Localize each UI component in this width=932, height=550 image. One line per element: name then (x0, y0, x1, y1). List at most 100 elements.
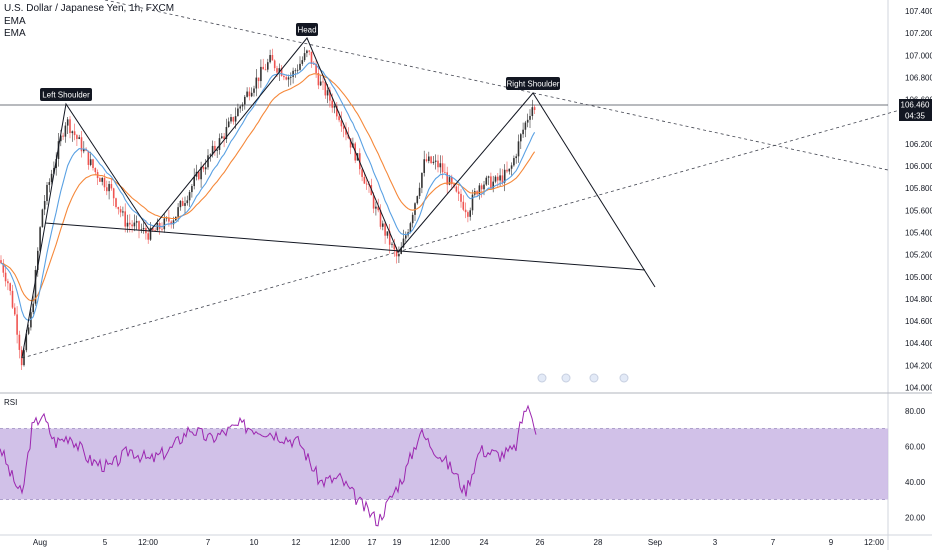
candle-body (99, 178, 101, 182)
candle-body (526, 119, 529, 123)
candle-body (418, 187, 421, 197)
candle-body (244, 96, 246, 105)
flag-icon[interactable] (537, 373, 547, 383)
candle-body (386, 231, 389, 236)
candle-body (94, 167, 97, 173)
candle-body (115, 198, 117, 208)
candle-body (188, 192, 191, 201)
head-and-shoulders-pattern[interactable] (21, 37, 656, 359)
candle-body (181, 200, 184, 206)
flag-icon[interactable] (619, 373, 629, 383)
candle-body (441, 163, 444, 173)
price-tick-3: 106.800 (905, 73, 932, 82)
rsi-tick-3: 20.00 (905, 513, 926, 522)
economic-events-icons[interactable] (537, 373, 629, 383)
candle-body (179, 200, 182, 208)
candle-body (326, 90, 329, 96)
candle-body (135, 221, 138, 223)
label-right-shoulder-text: Right Shoulder (507, 80, 560, 89)
candle-body (331, 100, 333, 108)
candle-body (313, 63, 315, 65)
candle-body (384, 223, 386, 236)
price-tick-15: 104.400 (905, 339, 932, 348)
candle-body (23, 350, 25, 366)
ema-fast-line (0, 62, 536, 322)
price-axis-ticks: 107.400107.200107.000106.800106.600106.2… (905, 7, 932, 392)
price-tick-9: 105.600 (905, 206, 932, 215)
lower-trendline[interactable] (21, 109, 901, 359)
price-tick-17: 104.000 (905, 383, 932, 392)
candle-body (501, 175, 504, 183)
label-left-shoulder[interactable]: Left Shoulder (40, 88, 92, 101)
candle-body (299, 63, 301, 70)
candle-body (193, 176, 195, 187)
label-right-shoulder[interactable]: Right Shoulder (506, 77, 560, 90)
candle-body (382, 223, 384, 227)
candle-body (322, 81, 324, 83)
price-tick-2: 107.000 (905, 51, 932, 60)
candle-body (379, 210, 382, 227)
candle-body (161, 228, 163, 230)
rsi-band (0, 428, 888, 500)
candle-body (503, 169, 506, 183)
candle-body (423, 159, 425, 173)
candle-body (319, 81, 322, 86)
price-tick-7: 106.000 (905, 162, 932, 171)
candle-body (506, 169, 508, 172)
label-head[interactable]: Head (296, 23, 318, 36)
candle-body (140, 229, 143, 231)
candle-body (198, 171, 200, 180)
candle-body (131, 224, 133, 227)
candle-body (227, 121, 230, 127)
candle-body (462, 201, 465, 210)
candle-body (43, 201, 46, 210)
upper-trendline[interactable] (104, 0, 889, 171)
candle-body (122, 211, 124, 213)
candle-body (223, 136, 225, 140)
flag-icon[interactable] (589, 373, 599, 383)
candle-body (112, 188, 115, 199)
candle-body (377, 206, 379, 211)
candle-body (365, 183, 368, 185)
time-tick-7: 17 (368, 538, 377, 547)
candle-body (152, 227, 154, 231)
candle-body (60, 135, 62, 142)
candle-body (66, 119, 69, 126)
candle-body (340, 120, 343, 127)
candle-body (317, 72, 320, 86)
candle-body (333, 105, 336, 108)
candle-body (76, 135, 78, 139)
candle-body (156, 223, 159, 231)
candle-body (214, 145, 216, 151)
candle-body (451, 177, 453, 185)
time-tick-6: 12:00 (330, 538, 351, 547)
candle-body (531, 107, 534, 117)
candle-body (41, 209, 44, 228)
countdown-text: 04:35 (905, 112, 926, 121)
price-tick-16: 104.200 (905, 361, 932, 370)
candle-body (200, 166, 202, 180)
candle-body (303, 53, 306, 61)
candle-body (119, 209, 122, 213)
candle-body (478, 185, 481, 195)
candle-body (411, 214, 414, 224)
candle-body (9, 283, 11, 291)
last-price-tag: 106.460 04:35 (899, 99, 932, 121)
candle-body (117, 207, 120, 210)
time-tick-17: 12:00 (864, 538, 885, 547)
candle-body (250, 92, 253, 97)
neckline[interactable] (44, 222, 646, 271)
candle-body (129, 222, 131, 225)
candle-body (64, 125, 67, 137)
price-tick-8: 105.800 (905, 184, 932, 193)
candle-body (138, 221, 140, 230)
time-tick-1: 5 (103, 538, 108, 547)
chart-title: U.S. Dollar / Japanese Yen, 1h, FXCM (4, 3, 175, 14)
flag-icon[interactable] (561, 373, 571, 383)
candle-body (273, 60, 276, 69)
indicator-ema-fast[interactable]: EMA (4, 16, 26, 27)
candle-body (306, 50, 308, 54)
candle-body (345, 128, 347, 135)
indicator-ema-slow[interactable]: EMA (4, 28, 26, 39)
